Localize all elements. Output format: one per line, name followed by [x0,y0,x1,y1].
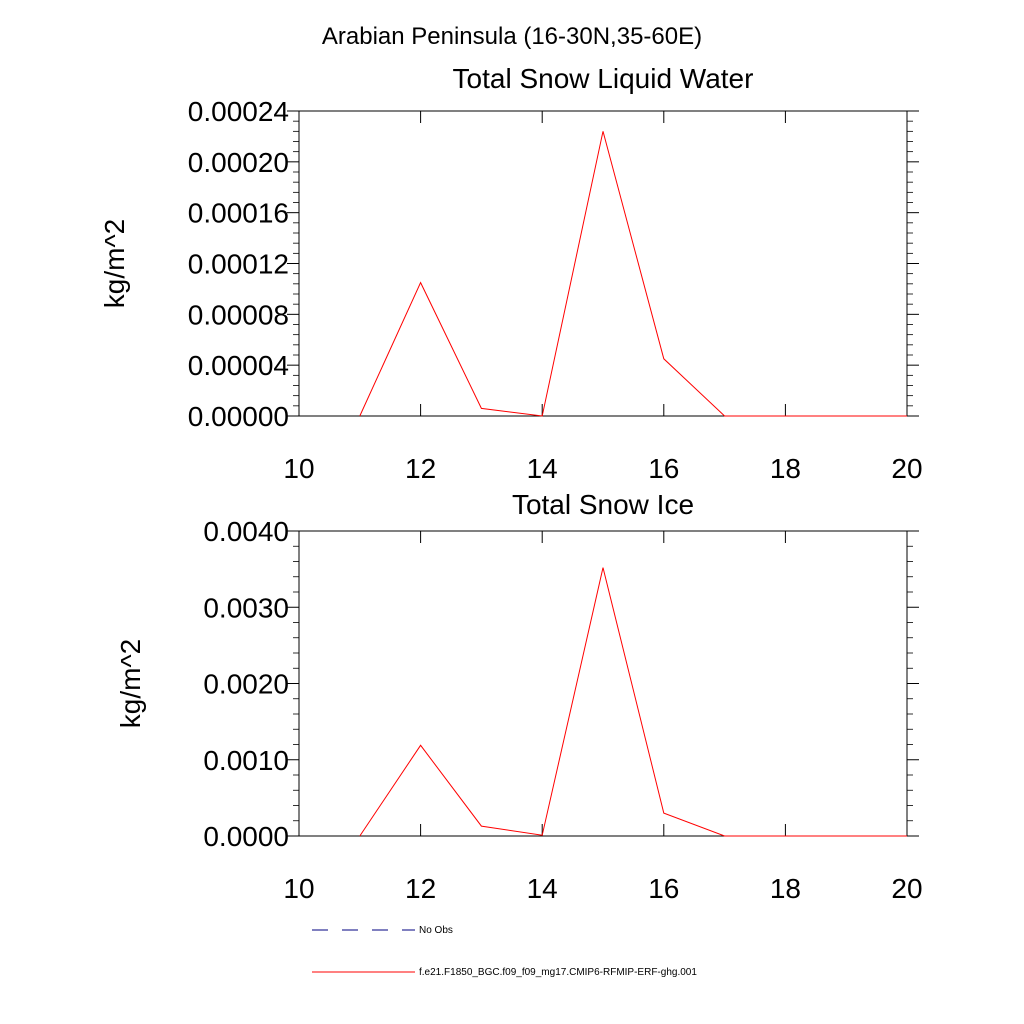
x-tick-label: 14 [527,873,558,904]
x-tick-label: 16 [648,453,679,484]
x-tick-label: 18 [770,873,801,904]
chart-panel-snow-ice: Total Snow Ice 10 12 14 16 18 20 0.0000 0.0010 0.… [115,489,923,904]
y-tick-label: 0.00008 [188,299,289,330]
plot-frame [298,110,908,417]
y-tick-label: 0.0030 [203,592,289,623]
chart-title: Total Snow Ice [512,489,694,520]
y-tick-label: 0.00004 [188,350,289,381]
chart-title: Total Snow Liquid Water [453,63,754,94]
y-tick-label: 0.00020 [188,147,289,178]
y-tick-label: 0.00024 [188,96,289,127]
legend: No Obs f.e21.F1850_BGC.f09_f09_mg17.CMIP… [312,925,697,978]
x-tick-label: 10 [283,873,314,904]
legend-label-model: f.e21.F1850_BGC.f09_f09_mg17.CMIP6-RFMIP… [419,967,697,978]
y-tick-label: 0.0000 [203,821,289,852]
chart-panel-snow-liquid-water: Total Snow Liquid Water 10 12 14 16 18 20 0.000… [99,63,923,484]
main-title: Arabian Peninsula (16-30N,35-60E) [322,23,702,50]
y-axis-label: kg/m^2 [115,639,146,728]
y-tick-label: 0.0040 [203,516,289,547]
y-tick-label: 0.0020 [203,669,289,700]
y-tick-label: 0.00012 [188,249,289,280]
x-tick-label: 12 [405,873,436,904]
legend-label-no-obs: No Obs [419,925,453,936]
x-tick-label: 18 [770,453,801,484]
y-tick-label: 0.00000 [188,401,289,432]
x-tick-label: 10 [283,453,314,484]
series-line-0 [359,567,907,837]
x-tick-label: 16 [648,873,679,904]
x-tick-label: 20 [891,873,922,904]
x-tick-label: 20 [891,453,922,484]
series-line-0 [359,131,907,417]
y-tick-label: 0.0010 [203,745,289,776]
y-axis-label: kg/m^2 [99,219,130,308]
x-tick-label: 12 [405,453,436,484]
x-tick-label: 14 [527,453,558,484]
y-tick-label: 0.00016 [188,198,289,229]
